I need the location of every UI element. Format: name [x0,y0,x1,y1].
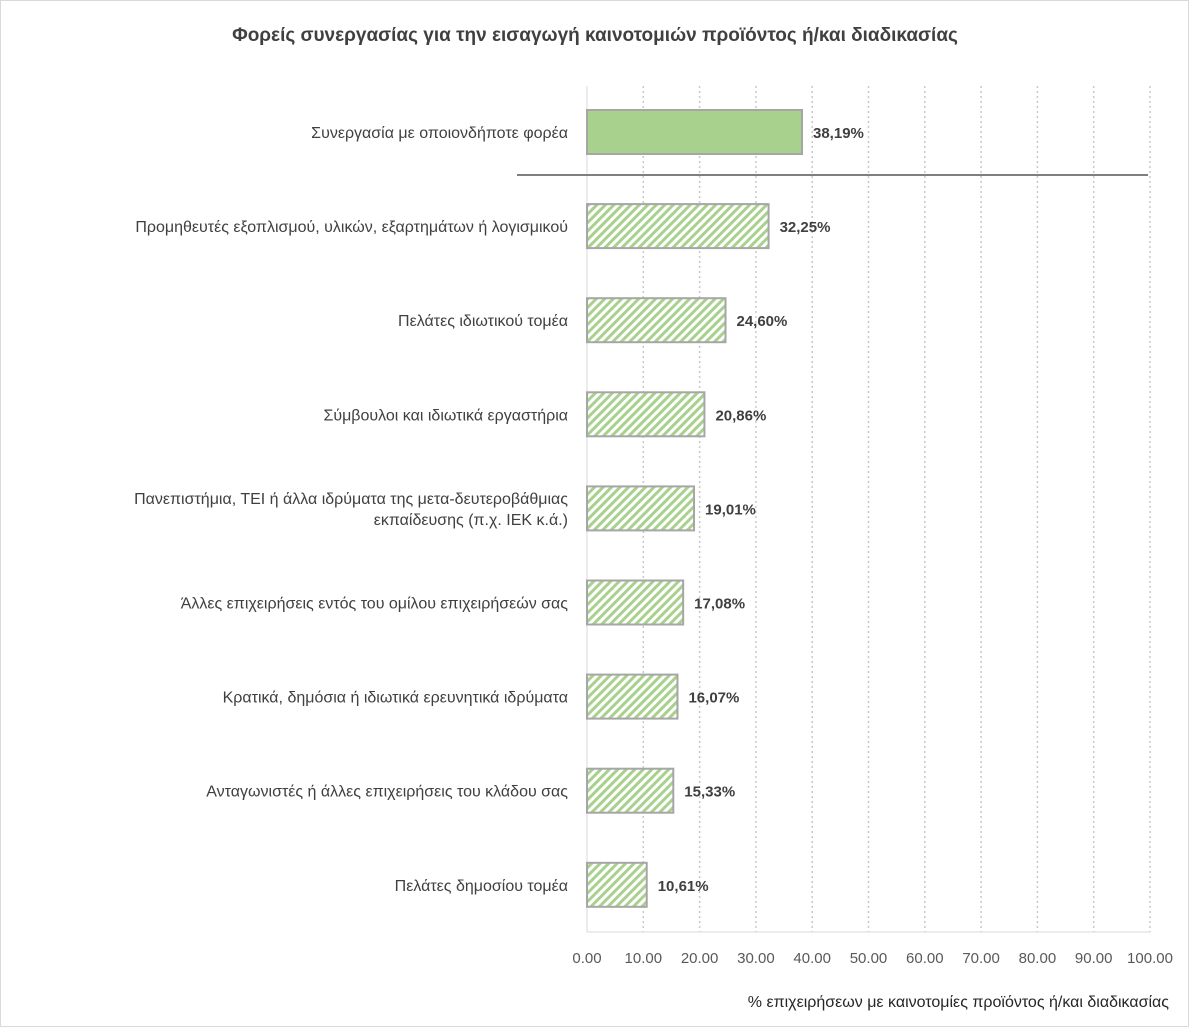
x-tick-label: 50.00 [850,950,888,967]
bar [586,109,804,155]
category-label: Πελάτες ιδιωτικού τομέα [398,313,568,330]
bar [586,767,675,814]
data-label: 19,01% [705,501,756,518]
data-label: 10,61% [658,878,709,895]
x-tick-label: 40.00 [793,950,831,967]
category-label: Σύμβουλοι και ιδιωτικά εργαστήρια [323,407,568,424]
bar [586,297,727,344]
x-tick-label: 60.00 [906,950,944,967]
category-label: Συνεργασία με οποιονδήποτε φορέα [311,125,568,142]
bar [586,673,679,720]
data-label: 38,19% [813,125,864,142]
data-label: 32,25% [780,219,831,236]
x-tick-label: 30.00 [737,950,775,967]
x-tick-label: 80.00 [1019,950,1057,967]
data-label: 20,86% [715,407,766,424]
category-label: Άλλες επιχειρήσεις εντός του ομίλου επιχ… [181,596,569,613]
data-label: 16,07% [688,690,739,707]
data-label: 24,60% [736,313,787,330]
x-tick-label: 0.00 [572,950,601,967]
x-tick-label: 100.00 [1127,950,1173,967]
x-tick-label: 90.00 [1075,950,1113,967]
category-label: εκπαίδευσης (π.χ. ΙΕΚ κ.ά.) [374,512,568,529]
x-tick-label: 70.00 [962,950,1000,967]
category-label: Προμηθευτές εξοπλισμού, υλικών, εξαρτημά… [135,219,568,236]
data-label: 15,33% [684,784,735,801]
category-label: Πανεπιστήμια, ΤΕΙ ή άλλα ιδρύματα της με… [134,491,568,508]
bar [586,861,648,908]
x-axis-label: % επιχειρήσεων με καινοτομίες προϊόντος … [748,994,1170,1011]
bar [586,391,706,438]
bar [586,203,770,250]
bar [586,579,685,626]
bar [586,485,696,532]
category-label: Πελάτες δημοσίου τομέα [395,878,568,895]
x-tick-label: 10.00 [625,950,663,967]
chart-title: Φορείς συνεργασίας για την εισαγωγή καιν… [232,25,958,46]
category-label: Κρατικά, δημόσια ή ιδιωτικά ερευνητικά ι… [223,690,568,707]
category-label: Ανταγωνιστές ή άλλες επιχειρήσεις του κλ… [206,784,568,801]
data-label: 17,08% [694,596,745,613]
x-tick-label: 20.00 [681,950,719,967]
